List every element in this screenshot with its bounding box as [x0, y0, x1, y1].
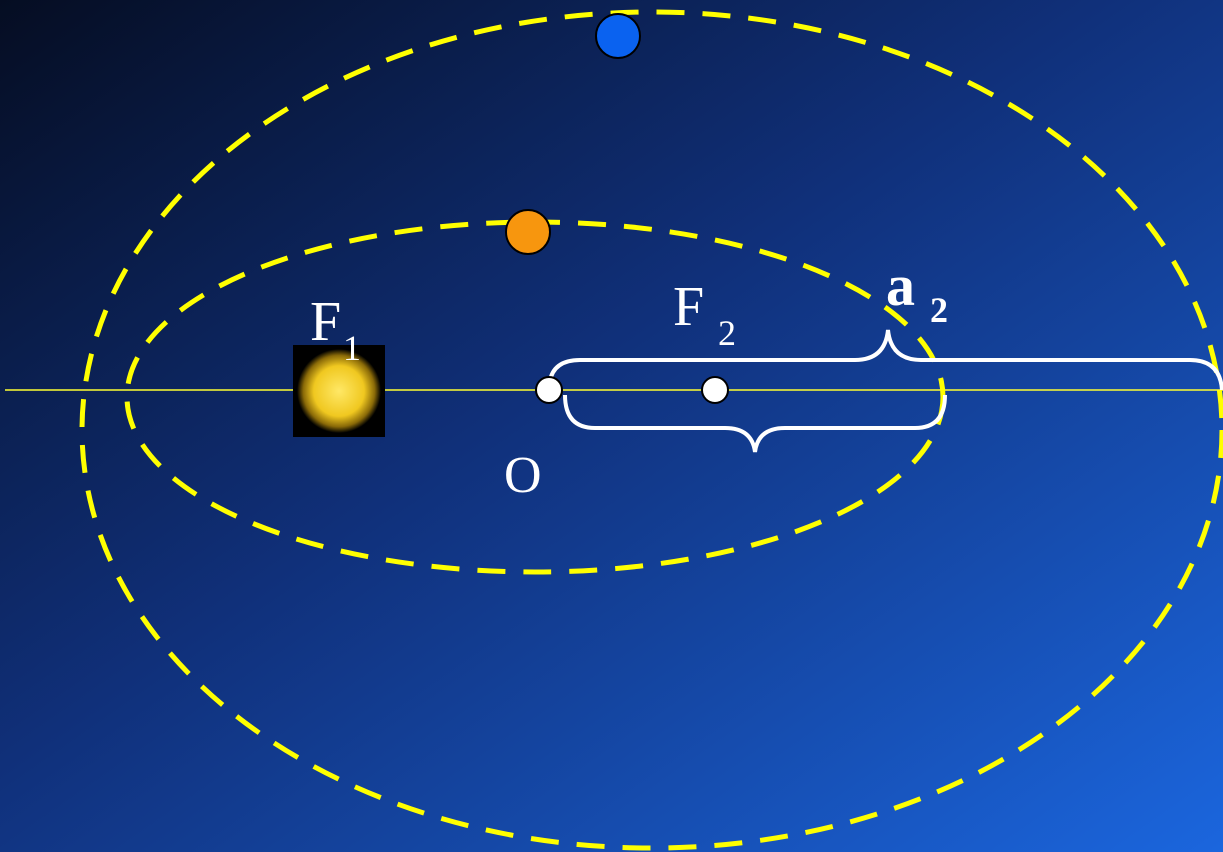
inner-planet	[505, 209, 551, 255]
label-main: F	[310, 291, 341, 353]
brace-upper	[547, 329, 1223, 391]
label-main: F	[673, 276, 704, 338]
focus-point	[701, 376, 729, 404]
label-sub: 1	[343, 328, 361, 368]
sun	[297, 349, 381, 433]
label-f1: F1	[310, 291, 361, 368]
label-sub: 2	[930, 290, 948, 330]
center-point	[535, 376, 563, 404]
outer-planet	[595, 13, 641, 59]
label-sub: 2	[718, 313, 736, 353]
label-main: a	[886, 253, 915, 318]
label-o: O	[504, 447, 542, 504]
outer-orbit	[79, 9, 1223, 851]
brace-lower	[563, 394, 947, 453]
